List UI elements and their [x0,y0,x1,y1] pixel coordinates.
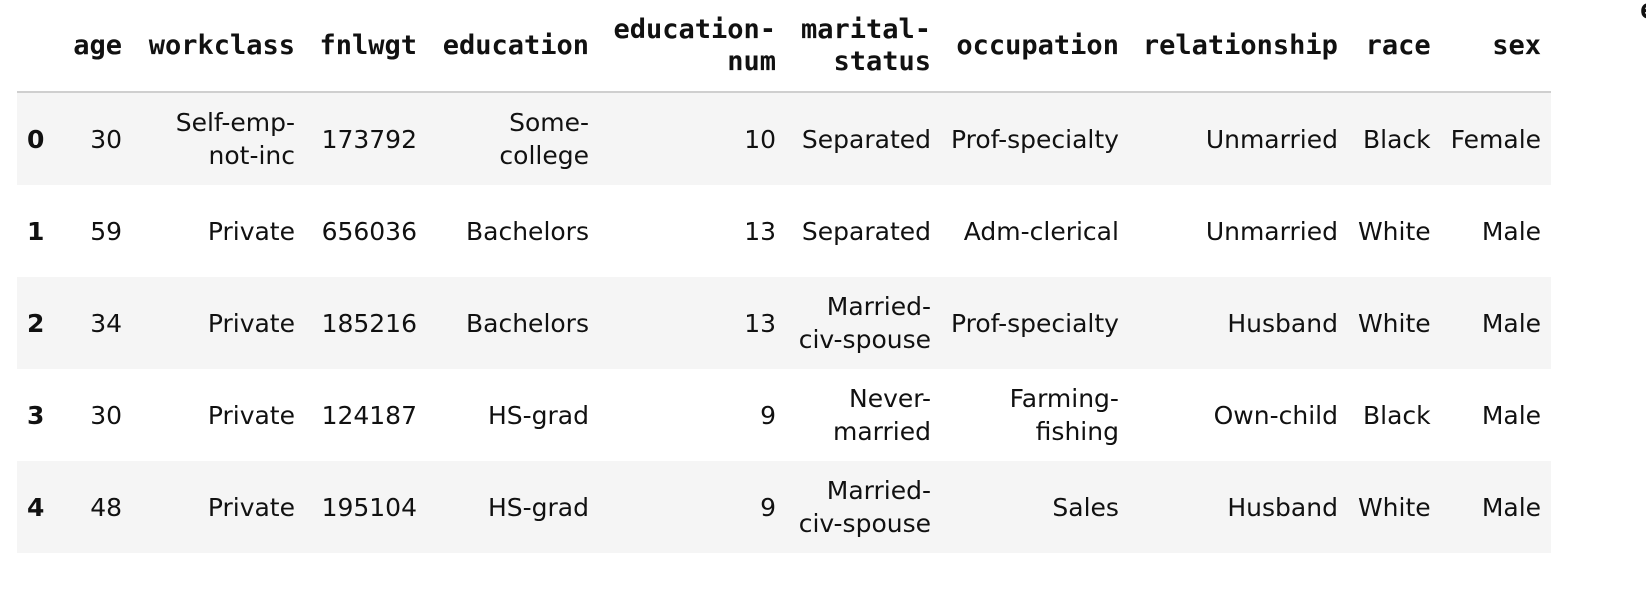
cell-sex: Female [1440,92,1552,185]
cell-workclass: Private [132,369,305,461]
dataframe-output: age workclass fnlwgt education education-num… [17,0,1646,608]
cell-age: 34 [61,277,132,369]
cell-age: 30 [61,92,132,185]
column-header-line: marital- [800,13,931,45]
row-index: 3 [17,369,61,461]
cell-education: Bachelors [427,185,599,277]
cell-marital-status: Married-civ-spouse [786,461,941,553]
cell-relationship: Husband [1128,461,1348,553]
cell-marital-status: Never-married [786,369,941,461]
cell-marital-status: Separated [786,185,941,277]
cell-fnlwgt: 185216 [305,277,427,369]
cell-fnlwgt: 195104 [305,461,427,553]
column-header-marital-status: marital-status [786,0,941,93]
cell-relationship: Husband [1128,277,1348,369]
cell-education-num: 9 [599,461,786,553]
column-header-education-num: education-num [599,0,786,93]
cell-education-num: 13 [599,277,786,369]
cell-race: Black [1347,369,1441,461]
column-header-race: race [1347,0,1441,93]
cell-line: Self-emp- [175,108,295,137]
cell-education: Bachelors [427,277,599,369]
column-header-line: status [833,45,931,77]
table-row: 0 30 Self-emp-not-inc 173792 Some-college 10 S… [17,92,1552,185]
column-header-line: num [727,45,776,77]
table-row: 1 59 Private 656036 Bachelors 13 Separated Adm-… [17,185,1552,277]
column-header-occupation: occupation [941,0,1129,93]
cell-line: Some- [509,108,589,137]
row-index: 2 [17,277,61,369]
cell-sex: Male [1440,185,1552,277]
cell-occupation: Farming-fishing [941,369,1129,461]
cell-relationship: Unmarried [1128,92,1348,185]
table-row: 3 30 Private 124187 HS-grad 9 Never-married Far… [17,369,1552,461]
dataframe-table: age workclass fnlwgt education education-num… [17,0,1552,553]
row-index: 0 [17,92,61,185]
cell-relationship: Own-child [1128,369,1348,461]
cell-education: HS-grad [427,369,599,461]
cell-line: not-inc [208,141,296,170]
column-header-line: education- [613,13,776,45]
table-body: 0 30 Self-emp-not-inc 173792 Some-college 10 S… [17,92,1552,553]
column-header-education: education [427,0,599,93]
cell-age: 30 [61,369,132,461]
cell-fnlwgt: 124187 [305,369,427,461]
cell-education-num: 10 [599,92,786,185]
cell-age: 59 [61,185,132,277]
cell-relationship: Unmarried [1128,185,1348,277]
cell-line: married [833,417,931,446]
cell-sex: Male [1440,369,1552,461]
column-header-age: age [61,0,132,93]
cell-line: Never- [849,384,931,413]
header-row: age workclass fnlwgt education education-num… [17,0,1552,93]
index-header [17,0,61,93]
truncated-column-header: e [1640,0,1646,20]
cell-education: HS-grad [427,461,599,553]
cell-line: Married- [826,292,931,321]
row-index: 4 [17,461,61,553]
cell-education-num: 9 [599,369,786,461]
cell-occupation: Prof-specialty [941,92,1129,185]
cell-race: White [1347,277,1441,369]
cell-occupation: Prof-specialty [941,277,1129,369]
column-header-workclass: workclass [132,0,305,93]
column-header-fnlwgt: fnlwgt [305,0,427,93]
cell-fnlwgt: 656036 [305,185,427,277]
table-header: age workclass fnlwgt education education-num… [17,0,1552,93]
cell-education-num: 13 [599,185,786,277]
cell-race: White [1347,185,1441,277]
cell-education: Some-college [427,92,599,185]
cell-line: Farming- [1009,384,1119,413]
cell-marital-status: Separated [786,92,941,185]
cell-line: fishing [1035,417,1119,446]
column-header-relationship: relationship [1128,0,1348,93]
cell-workclass: Private [132,277,305,369]
cell-line: college [499,141,589,170]
cell-occupation: Sales [941,461,1129,553]
cell-workclass: Private [132,461,305,553]
column-header-sex: sex [1440,0,1552,93]
cell-workclass: Private [132,185,305,277]
table-row: 2 34 Private 185216 Bachelors 13 Married-civ-s… [17,277,1552,369]
cell-sex: Male [1440,461,1552,553]
cell-race: Black [1347,92,1441,185]
cell-workclass: Self-emp-not-inc [132,92,305,185]
cell-occupation: Adm-clerical [941,185,1129,277]
row-index: 1 [17,185,61,277]
cell-line: civ-spouse [798,509,931,538]
cell-line: civ-spouse [798,325,931,354]
table-row: 4 48 Private 195104 HS-grad 9 Married-civ-spou… [17,461,1552,553]
cell-line: Married- [826,476,931,505]
cell-age: 48 [61,461,132,553]
cell-sex: Male [1440,277,1552,369]
cell-race: White [1347,461,1441,553]
cell-fnlwgt: 173792 [305,92,427,185]
cell-marital-status: Married-civ-spouse [786,277,941,369]
